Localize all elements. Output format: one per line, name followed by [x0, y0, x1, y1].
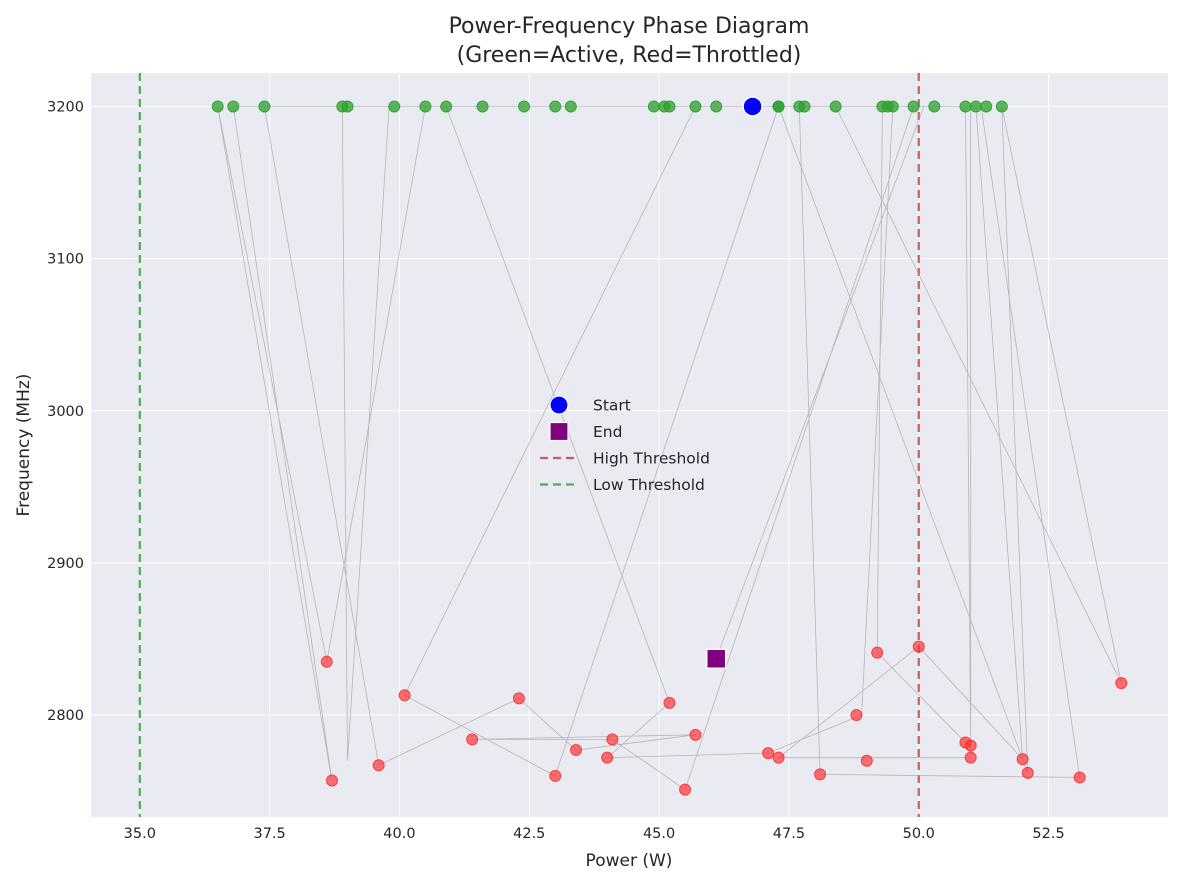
- throttled-point: [762, 747, 775, 760]
- plot-area: 35.0 37.5 40.0 42.5 45.0 47.5 50.0 52.5 2800 2900…: [47, 73, 1168, 842]
- y-axis-label: Frequency (MHz): [14, 374, 34, 517]
- throttled-point: [1115, 677, 1128, 690]
- active-point: [886, 100, 899, 113]
- throttled-point: [689, 728, 702, 741]
- x-tick-label: 35.0: [124, 826, 156, 842]
- active-point: [928, 100, 941, 113]
- y-tick-label: 2800: [47, 708, 84, 724]
- throttled-point: [601, 751, 614, 764]
- throttled-point: [663, 696, 676, 709]
- throttled-point: [549, 769, 562, 782]
- x-axis-label: Power (W): [586, 851, 673, 871]
- throttled-point: [871, 646, 884, 659]
- y-tick-label: 2900: [47, 556, 84, 572]
- legend-end-marker: [549, 421, 569, 442]
- chart-title-line-1: Power-Frequency Phase Diagram: [449, 14, 810, 39]
- throttled-point: [772, 751, 785, 764]
- throttled-point: [1021, 766, 1034, 779]
- active-point: [518, 100, 531, 113]
- throttled-point: [512, 692, 525, 705]
- y-tick-label: 3100: [47, 252, 84, 268]
- x-tick-label: 52.5: [1032, 826, 1064, 842]
- legend-label: Low Threshold: [593, 476, 705, 494]
- active-point: [798, 100, 811, 113]
- throttled-point: [964, 739, 977, 752]
- active-point: [211, 100, 224, 113]
- trajectory-line: [217, 105, 1122, 791]
- x-tick-label: 45.0: [643, 826, 675, 842]
- active-point: [772, 100, 785, 113]
- active-point: [341, 100, 354, 113]
- throttled-point: [466, 733, 479, 746]
- throttled-point: [372, 759, 385, 772]
- x-tick-label: 42.5: [513, 826, 545, 842]
- plot-background: [91, 73, 1168, 817]
- active-point: [647, 100, 660, 113]
- active-point: [980, 100, 993, 113]
- throttled-point: [570, 744, 583, 757]
- active-point: [476, 100, 489, 113]
- y-tick-label: 3000: [47, 404, 84, 420]
- throttled-point: [606, 733, 619, 746]
- active-point: [419, 100, 432, 113]
- chart-title-line-2: (Green=Active, Red=Throttled): [457, 43, 802, 68]
- active-point: [829, 100, 842, 113]
- y-tick-label: 3200: [47, 99, 84, 115]
- legend-label: Start: [593, 397, 631, 415]
- x-tick-label: 37.5: [253, 826, 285, 842]
- legend-start-marker: [549, 395, 569, 415]
- throttled-point: [964, 751, 977, 764]
- throttled-point: [814, 768, 827, 781]
- throttled-point: [679, 783, 692, 796]
- throttled-point: [320, 655, 333, 668]
- active-point: [710, 100, 723, 113]
- throttled-point: [1016, 753, 1029, 766]
- throttled-point: [1073, 771, 1086, 784]
- start-marker: [742, 96, 763, 117]
- legend: Start End High Threshold Low Threshold: [540, 395, 710, 494]
- active-point: [549, 100, 562, 113]
- throttled-point: [325, 774, 338, 787]
- active-point: [388, 100, 401, 113]
- throttled-point: [860, 754, 873, 767]
- active-point: [959, 100, 972, 113]
- end-marker: [705, 648, 727, 670]
- throttled-point: [850, 709, 863, 722]
- active-point: [663, 100, 676, 113]
- active-point: [258, 100, 271, 113]
- active-point: [440, 100, 453, 113]
- active-point: [564, 100, 577, 113]
- active-point: [907, 100, 920, 113]
- throttled-point: [912, 640, 925, 653]
- active-point: [969, 100, 982, 113]
- active-point: [995, 100, 1008, 113]
- legend-label: End: [593, 423, 622, 441]
- x-tick-label: 50.0: [903, 826, 935, 842]
- throttled-point: [398, 689, 411, 702]
- x-tick-label: 40.0: [383, 826, 415, 842]
- x-tick-label: 47.5: [773, 826, 805, 842]
- active-point: [227, 100, 240, 113]
- legend-label: High Threshold: [593, 450, 710, 468]
- active-point: [689, 100, 702, 113]
